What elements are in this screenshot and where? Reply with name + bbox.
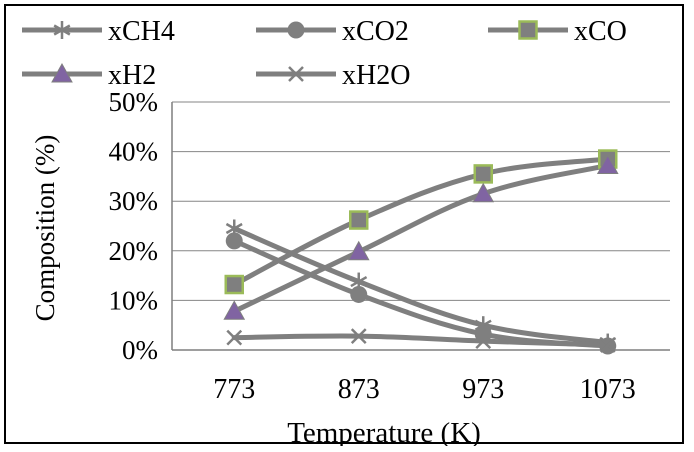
data-point-xh2	[223, 300, 246, 320]
data-point-xh2o	[226, 329, 243, 346]
y-tick-label: 40%	[109, 137, 159, 167]
series-line-xch4	[231, 225, 611, 346]
x-axis-label: Temperature (K)	[287, 417, 481, 446]
series-line-xh2	[231, 162, 611, 314]
legend-item-xh2o: xH2O	[256, 60, 410, 91]
data-point-xh2o	[350, 328, 367, 344]
legend-item-xch4: xCH4	[22, 16, 175, 47]
y-tick-label: 10%	[109, 285, 159, 315]
legend-item-xco2: xCO2	[256, 16, 409, 47]
legend-item-xh2: xH2	[22, 60, 156, 91]
x-tick-label: 873	[338, 374, 380, 405]
data-point-xco2	[350, 285, 368, 303]
legend-label: xH2O	[342, 60, 410, 91]
y-axis-label: Composition (%)	[30, 135, 60, 322]
legend-marker	[51, 62, 73, 83]
legend-marker	[287, 21, 305, 39]
legend-label: xCO	[574, 16, 627, 47]
legend-item-xco: xCO	[488, 16, 627, 47]
data-point-xco	[224, 274, 244, 295]
x-tick-label: 1073	[580, 374, 636, 405]
data-point-xh2	[472, 182, 495, 203]
data-point-xco2	[225, 232, 243, 250]
x-tick-label: 973	[462, 374, 504, 405]
data-point-xco	[349, 210, 369, 230]
y-tick-label: 50%	[109, 87, 159, 117]
series-line-xh2o	[231, 333, 611, 348]
data-point-xh2o	[599, 337, 616, 353]
y-tick-label: 30%	[109, 186, 159, 216]
legend-label: xH2	[108, 60, 156, 91]
y-tick-label: 20%	[109, 236, 159, 266]
data-point-xco	[473, 164, 493, 184]
chart-frame: 0% 10% 20% 30% 40% 50% 773 873 973 1073 xCH4 xCO2…	[4, 4, 684, 446]
legend-marker	[518, 20, 538, 40]
line-chart: 0% 10% 20% 30% 40% 50% 773 873 973 1073 xCH4 xCO2…	[22, 16, 670, 446]
legend-marker	[53, 21, 71, 39]
data-point-xh2o	[475, 333, 492, 349]
y-tick-label: 0%	[122, 335, 158, 365]
legend-label: xCH4	[108, 16, 175, 47]
data-point-xh2	[596, 154, 619, 174]
data-point-xh2	[347, 240, 370, 261]
legend-marker	[288, 66, 304, 82]
x-tick-label: 773	[213, 374, 255, 405]
legend-label: xCO2	[342, 16, 409, 47]
series-line-xco	[231, 156, 611, 288]
